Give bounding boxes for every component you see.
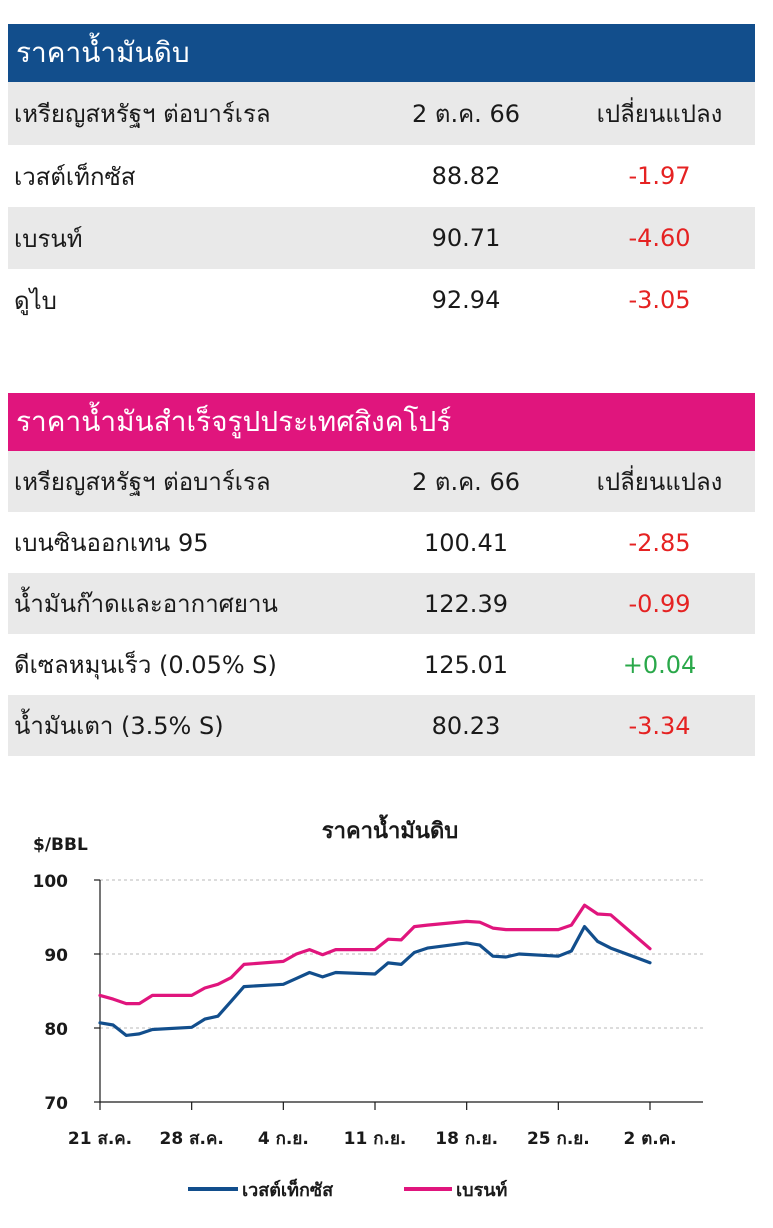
oil-name: เบนซินออกเทน 95 (14, 529, 209, 557)
chart-legend: เวสต์เท็กซัส เบรนท์ (188, 1178, 507, 1201)
header-change: เปลี่ยนแปลง (596, 100, 723, 128)
series-line-เบรนท์ (98, 903, 652, 1006)
header-date: 2 ต.ค. 66 (412, 100, 520, 128)
oil-price: 90.71 (431, 224, 501, 252)
x-tick-label: 25 ก.ย. (527, 1129, 590, 1149)
chart-series (98, 903, 652, 1037)
crude-oil-table-title: ราคาน้ำมันดิบ (8, 24, 755, 82)
x-tick-label: 11 ก.ย. (344, 1129, 407, 1149)
oil-price: 92.94 (431, 286, 501, 314)
table-row: เบนซินออกเทน 95 100.41 -2.85 (8, 512, 755, 573)
oil-price: 125.01 (424, 650, 508, 679)
oil-price: 100.41 (424, 528, 508, 557)
oil-change: -0.99 (628, 589, 691, 618)
oil-name: เวสต์เท็กซัส (14, 162, 136, 191)
series-line-เวสต์เท็กซัส (98, 924, 652, 1037)
table-row: ดูไบ 92.94 -3.05 (8, 269, 755, 331)
oil-name: ดูไบ (14, 286, 57, 315)
oil-name: ดีเซลหมุนเร็ว (0.05% S) (14, 651, 277, 679)
x-tick-label: 2 ต.ค. (623, 1129, 676, 1149)
crude-oil-chart: ราคาน้ำมันดิบ $/BBL 70 80 90 100 21 ส.ค. 28 ส… (0, 800, 773, 1220)
header-date: 2 ต.ค. 66 (412, 468, 520, 496)
refined-oil-table: ราคาน้ำมันสำเร็จรูปประเทศสิงคโปร์ เหรียญ… (8, 393, 755, 756)
oil-change: -3.05 (628, 286, 691, 314)
chart-title: ราคาน้ำมันดิบ (322, 814, 458, 844)
x-tick-label: 18 ก.ย. (435, 1129, 498, 1149)
y-tick-label: 70 (44, 1094, 68, 1114)
oil-change: +0.04 (622, 650, 697, 679)
y-tick-label: 80 (44, 1020, 68, 1040)
x-tick-label: 28 ส.ค. (160, 1129, 224, 1149)
oil-price: 88.82 (431, 162, 501, 190)
oil-change: -2.85 (628, 528, 691, 557)
table-row: เบรนท์ 90.71 -4.60 (8, 207, 755, 269)
oil-price: 122.39 (424, 589, 508, 618)
oil-change: -1.97 (628, 162, 691, 190)
legend-label: เบรนท์ (456, 1179, 507, 1201)
chart-grid (100, 879, 703, 1029)
table-row: ดีเซลหมุนเร็ว (0.05% S) 125.01 +0.04 (8, 634, 755, 695)
chart-axes: 70 80 90 100 21 ส.ค. 28 ส.ค. 4 ก.ย. 11 ก.ย. 18 ก… (33, 872, 703, 1149)
oil-change: -4.60 (628, 224, 691, 252)
header-unit: เหรียญสหรัฐฯ ต่อบาร์เรล (14, 100, 271, 128)
x-tick-label: 21 ส.ค. (68, 1129, 132, 1149)
oil-name: น้ำมันเตา (3.5% S) (14, 712, 224, 740)
crude-oil-table: ราคาน้ำมันดิบ เหรียญสหรัฐฯ ต่อบาร์เรล 2 … (8, 24, 755, 331)
oil-change: -3.34 (628, 711, 691, 740)
header-change: เปลี่ยนแปลง (596, 468, 723, 496)
legend-label: เวสต์เท็กซัส (242, 1178, 334, 1201)
header-unit: เหรียญสหรัฐฯ ต่อบาร์เรล (14, 468, 271, 496)
table-row: น้ำมันเตา (3.5% S) 80.23 -3.34 (8, 695, 755, 756)
table-row: เวสต์เท็กซัส 88.82 -1.97 (8, 145, 755, 207)
oil-name: เบรนท์ (14, 224, 83, 253)
x-tick-label: 4 ก.ย. (258, 1129, 309, 1149)
y-axis-unit-label: $/BBL (33, 835, 88, 855)
crude-oil-table-header: เหรียญสหรัฐฯ ต่อบาร์เรล 2 ต.ค. 66 เปลี่ย… (8, 82, 755, 145)
table-row: น้ำมันก๊าดและอากาศยาน 122.39 -0.99 (8, 573, 755, 634)
oil-price: 80.23 (431, 711, 501, 740)
refined-oil-table-header: เหรียญสหรัฐฯ ต่อบาร์เรล 2 ต.ค. 66 เปลี่ย… (8, 451, 755, 512)
y-tick-label: 100 (33, 872, 69, 892)
y-tick-label: 90 (44, 946, 68, 966)
crude-oil-chart-svg: ราคาน้ำมันดิบ $/BBL 70 80 90 100 21 ส.ค. 28 ส… (33, 814, 703, 1201)
oil-name: น้ำมันก๊าดและอากาศยาน (14, 590, 278, 618)
refined-oil-table-title: ราคาน้ำมันสำเร็จรูปประเทศสิงคโปร์ (8, 393, 755, 451)
